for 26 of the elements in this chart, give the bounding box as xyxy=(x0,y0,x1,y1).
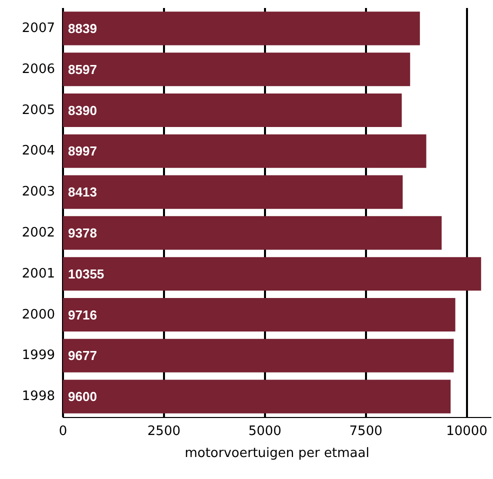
y-tick-label: 2007 xyxy=(22,20,55,36)
y-tick-label: 2001 xyxy=(22,266,55,282)
data-label: 9378 xyxy=(68,225,97,240)
data-label: 8413 xyxy=(68,184,97,200)
y-tick-label: 2002 xyxy=(22,225,55,240)
x-tick-label: 10000 xyxy=(446,424,488,439)
y-tick-label: 2005 xyxy=(22,102,55,118)
y-tick-label: 1998 xyxy=(22,389,55,404)
x-tick-label: 0 xyxy=(58,424,68,439)
y-tick-label: 1999 xyxy=(22,348,55,364)
data-label: 9600 xyxy=(68,389,97,404)
data-label: 8997 xyxy=(68,144,97,159)
data-label: 8839 xyxy=(68,20,97,36)
data-label: 9677 xyxy=(68,348,97,364)
data-label: 8597 xyxy=(68,62,97,77)
y-tick-label: 2000 xyxy=(22,307,55,322)
x-axis-title: motorvoertuigen per etmaal xyxy=(184,446,370,461)
x-tick-label: 2500 xyxy=(147,424,180,439)
x-tick-label: 7500 xyxy=(349,424,382,439)
y-tick-label: 2003 xyxy=(22,184,55,200)
x-tick-label: 5000 xyxy=(248,424,282,439)
data-label: 8390 xyxy=(68,102,97,118)
data-label: 10355 xyxy=(68,266,104,282)
y-tick-label: 2006 xyxy=(22,62,55,77)
data-label: 9716 xyxy=(68,307,97,322)
y-tick-label: 2004 xyxy=(22,144,55,159)
